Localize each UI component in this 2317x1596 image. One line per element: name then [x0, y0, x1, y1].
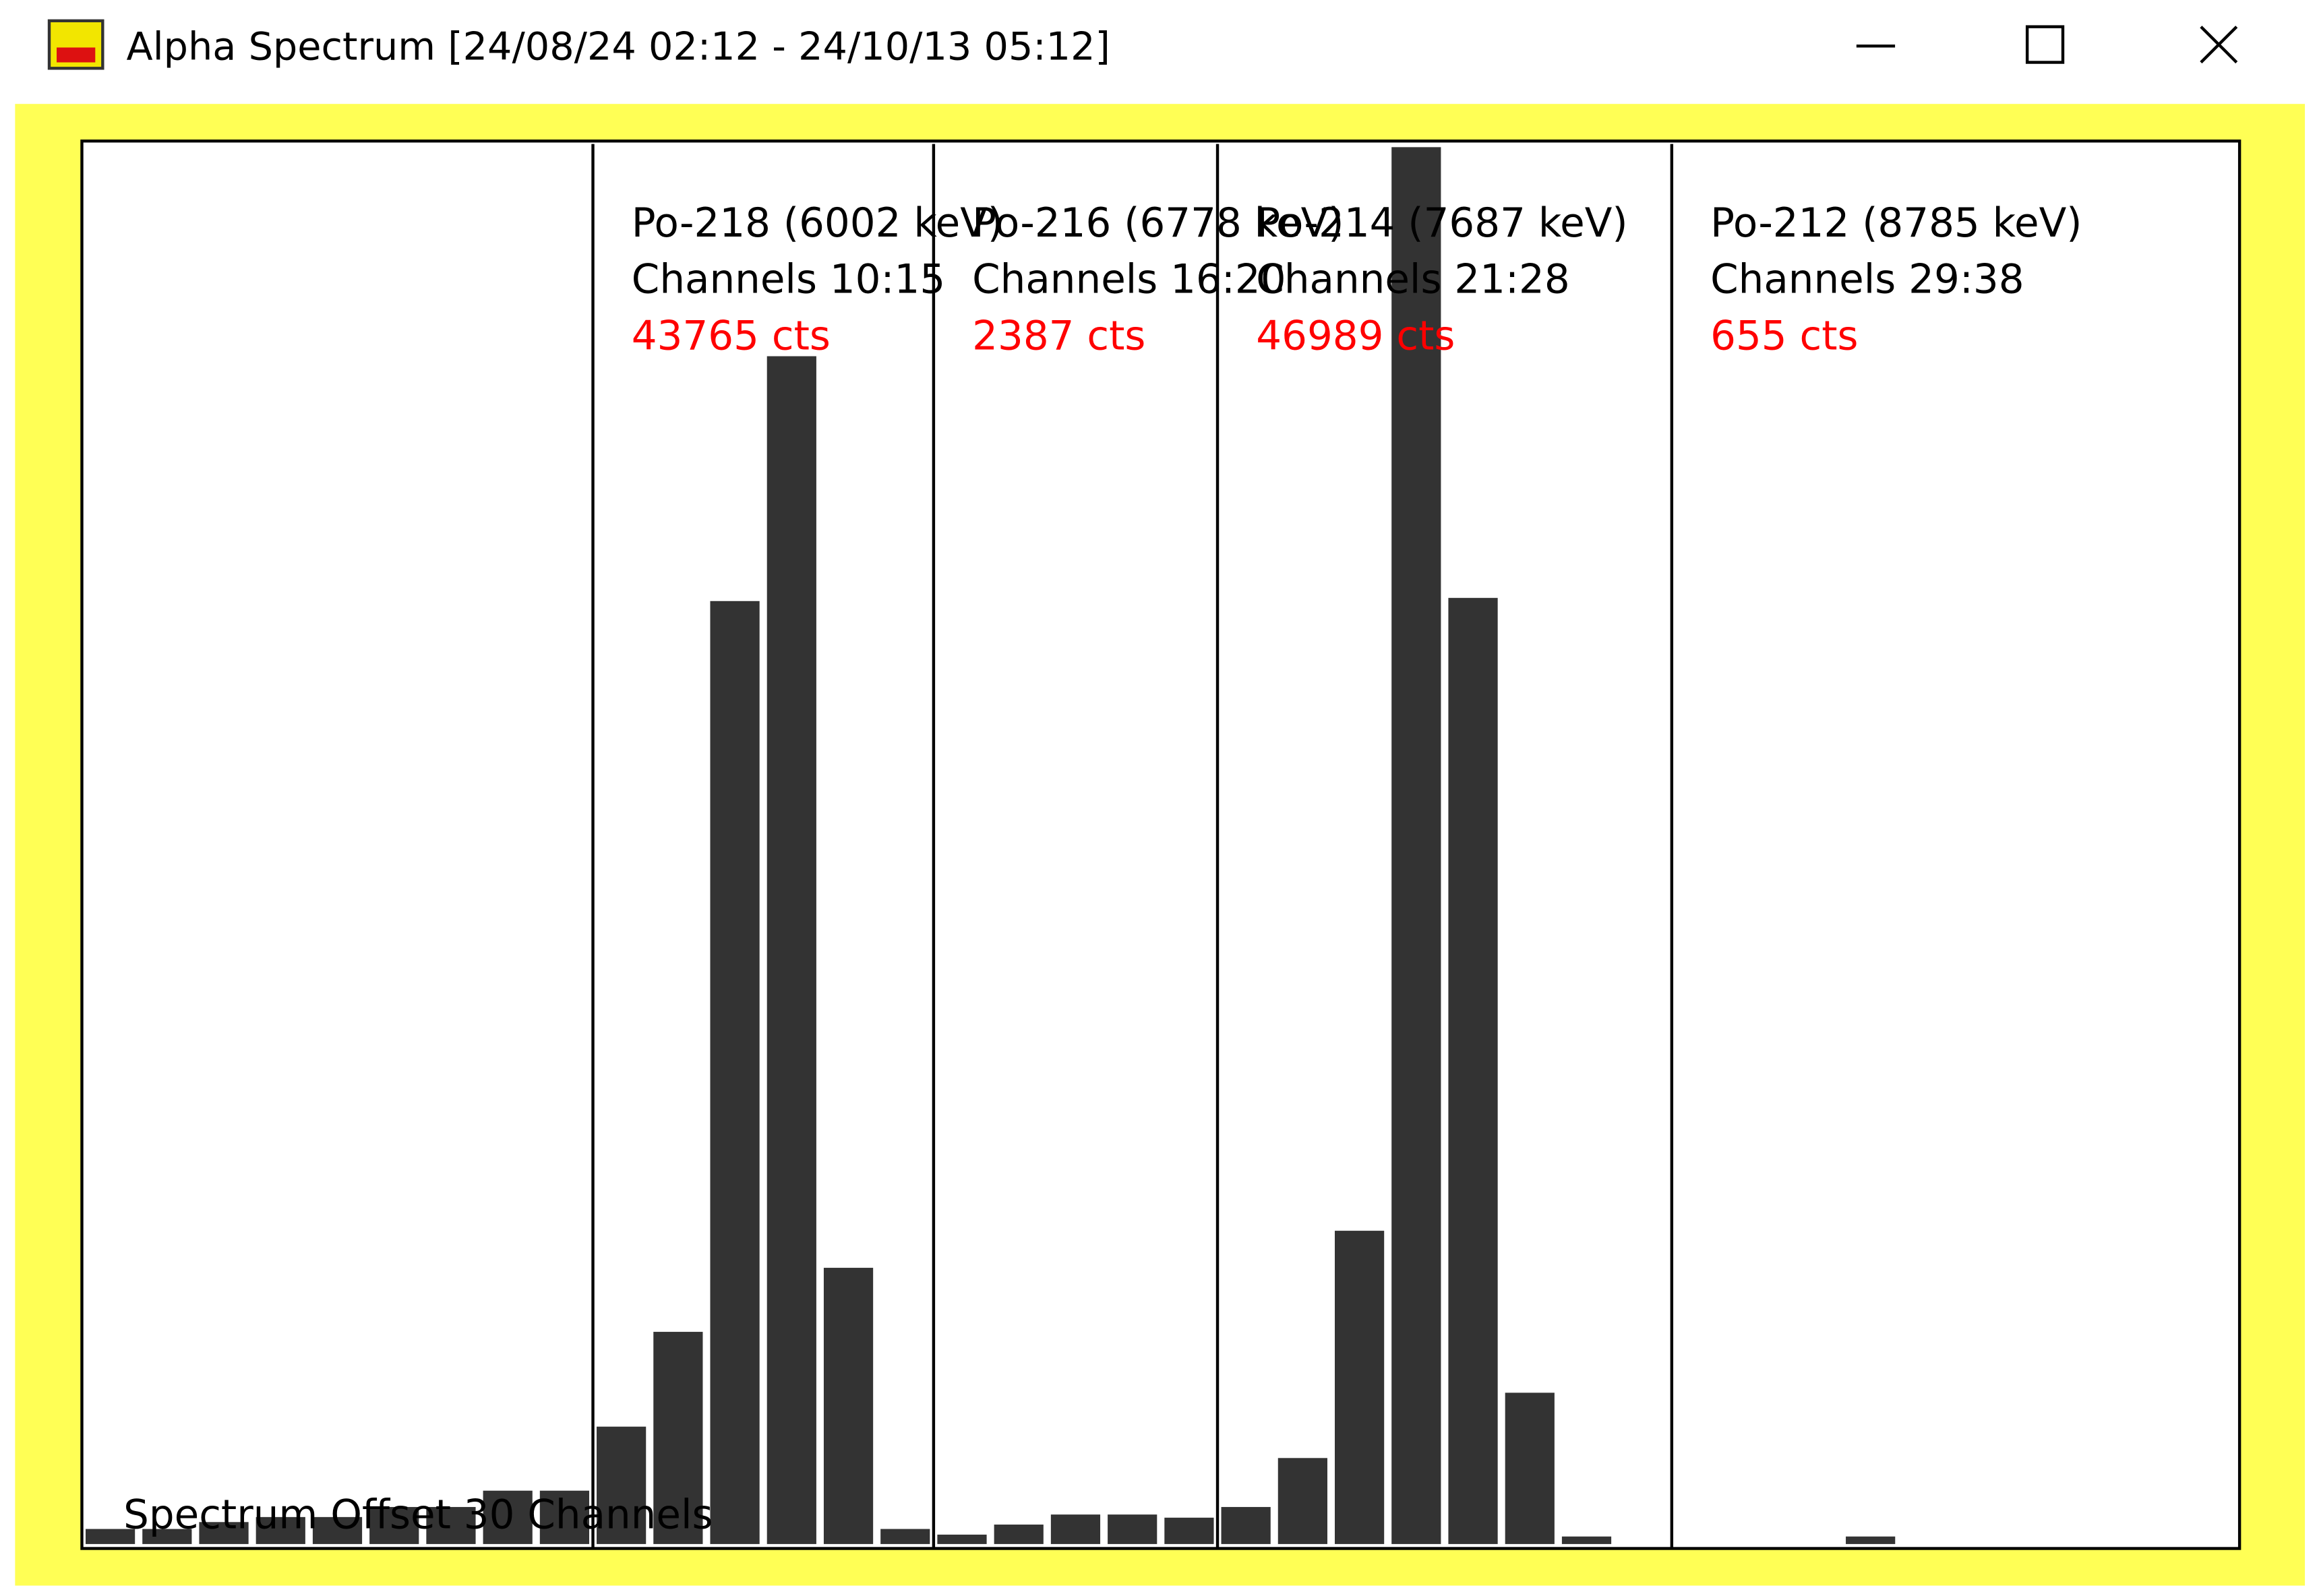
chart: Po-218 (6002 keV) Channels 10:15 43765 cts…	[85, 144, 2082, 1549]
bar	[1505, 1392, 1555, 1544]
region-name: Po-218 (6002 keV)	[632, 200, 1003, 247]
region-channels: Channels 16:20	[972, 257, 1286, 303]
region-channels: Channels 10:15	[632, 257, 945, 303]
region-name: Po-214 (7687 keV)	[1256, 200, 1627, 247]
app-icon	[47, 19, 104, 70]
bar	[483, 1490, 533, 1544]
region-channels: Channels 21:28	[1256, 257, 1569, 303]
bar	[539, 1490, 590, 1544]
region-counts: 43765 cts	[632, 313, 831, 359]
bar	[1164, 1517, 1214, 1544]
bar	[1334, 1231, 1385, 1544]
bar	[1050, 1514, 1101, 1544]
bar	[1846, 1536, 1896, 1544]
bar	[597, 1426, 646, 1544]
bar	[255, 1516, 305, 1544]
bar	[823, 1268, 874, 1544]
bar	[1221, 1506, 1271, 1544]
bar	[937, 1534, 987, 1544]
icon-band	[57, 47, 96, 63]
bar	[880, 1529, 930, 1544]
close-button[interactable]	[2200, 26, 2238, 64]
maximize-button[interactable]	[2025, 25, 2065, 64]
plot-area	[80, 140, 2241, 1550]
bar	[653, 1332, 703, 1544]
region-name: Po-216 (6778 keV)	[972, 200, 1344, 247]
region-counts: 46989 cts	[1256, 313, 1455, 359]
bar	[1561, 1536, 1612, 1544]
region-channels: Channels 29:38	[1710, 257, 2024, 303]
close-x	[2200, 26, 2238, 64]
bar	[312, 1516, 363, 1544]
bar	[766, 356, 816, 1544]
bar	[1391, 147, 1441, 1544]
bar	[142, 1529, 192, 1544]
bar	[426, 1506, 476, 1544]
bar	[1448, 598, 1498, 1544]
bar	[994, 1525, 1044, 1544]
region-counts: 2387 cts	[972, 313, 1145, 359]
bar	[1108, 1514, 1157, 1544]
window-title: Alpha Spectrum [24/08/24 02:12 - 24/10/1…	[127, 24, 1110, 69]
region-name: Po-212 (8785 keV)	[1710, 200, 2082, 247]
bar	[199, 1522, 249, 1544]
annotation: Spectrum Offset 30 Channels	[123, 1492, 713, 1538]
bar	[369, 1506, 419, 1544]
bar	[85, 1529, 136, 1544]
bar	[710, 601, 760, 1544]
bar	[1277, 1458, 1327, 1544]
region-counts: 655 cts	[1710, 313, 1858, 359]
